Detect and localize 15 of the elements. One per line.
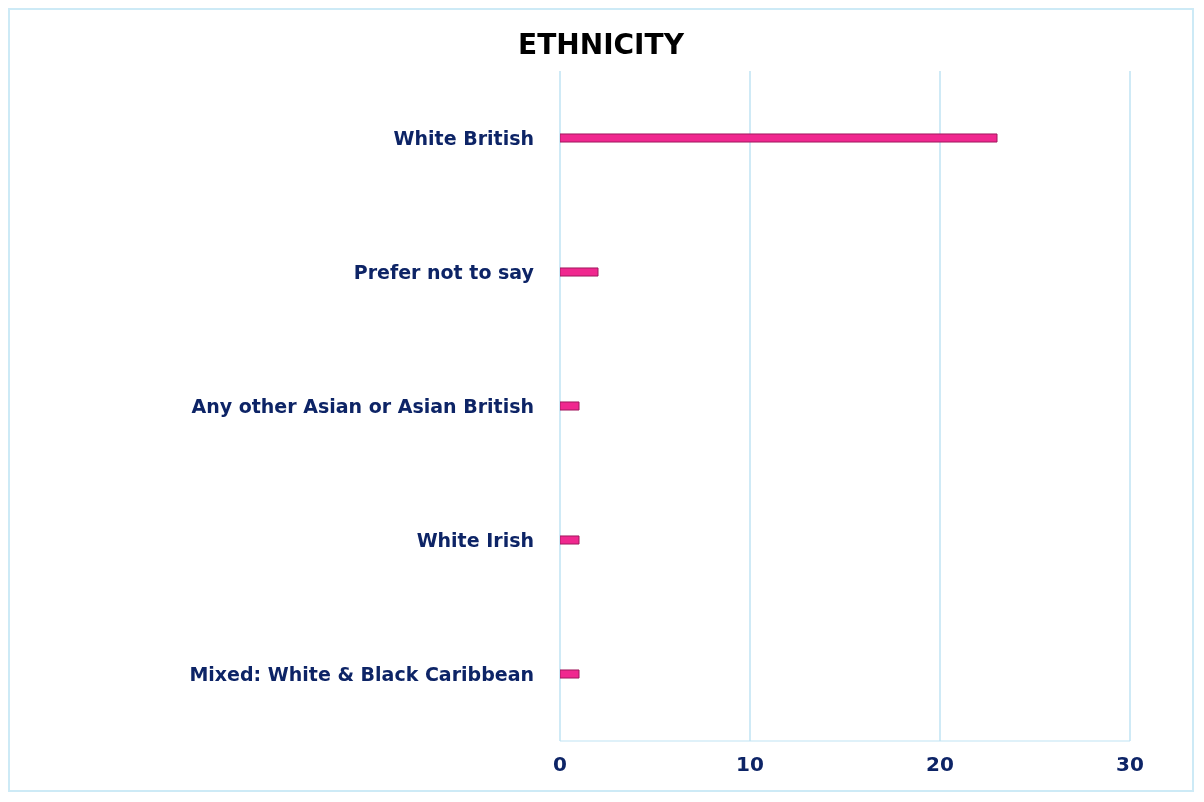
chart-title: ETHNICITY [517,28,685,61]
bar [560,267,599,277]
bar [560,535,580,545]
bar [560,669,580,679]
x-tick-label: 0 [553,752,567,777]
y-tick-label: Prefer not to say [353,260,535,283]
y-tick-label: Any other Asian or Asian British [191,394,534,417]
y-tick-label: Mixed: White & Black Caribbean [189,662,534,685]
bar [560,133,998,143]
x-tick-label: 20 [926,752,954,777]
x-tick-label: 30 [1116,752,1144,777]
y-tick-label: White Irish [416,528,534,551]
x-tick-label: 10 [736,752,764,777]
y-tick-label: White British [393,126,534,149]
bar [560,401,580,411]
